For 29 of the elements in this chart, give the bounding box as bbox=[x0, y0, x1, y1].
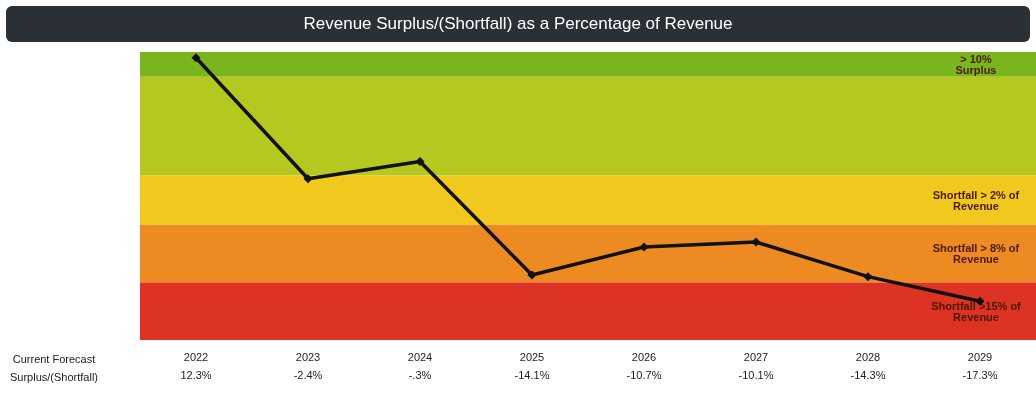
x-tick-label: 2028 bbox=[855, 351, 881, 363]
band-label: Shortfall > 8% of Revenue bbox=[932, 242, 1020, 266]
chart-title: Revenue Surplus/(Shortfall) as a Percentage of Revenue bbox=[6, 6, 1030, 42]
point bbox=[639, 242, 649, 252]
x-tick-label: 2025 bbox=[519, 351, 545, 363]
data-label: -.3% bbox=[408, 369, 432, 381]
band-label: > 10% Surplus bbox=[955, 52, 997, 76]
data-label: -14.3% bbox=[850, 369, 886, 381]
x-tick-label: 2022 bbox=[183, 351, 209, 363]
point bbox=[415, 156, 425, 166]
data-label: -14.1% bbox=[514, 369, 550, 381]
point bbox=[863, 272, 873, 282]
x-tick-label: 2023 bbox=[295, 351, 321, 363]
x-tick-label: 2024 bbox=[407, 351, 433, 363]
band-label: Shortfall > 2% of Revenue bbox=[932, 188, 1020, 212]
data-label: -10.7% bbox=[626, 369, 662, 381]
data-label: -17.3% bbox=[962, 369, 998, 381]
x-axis-title: Current Forecast Surplus/(Shortfall) bbox=[9, 353, 99, 383]
x-tick-label: 2029 bbox=[967, 351, 993, 363]
point bbox=[191, 53, 201, 63]
point bbox=[751, 237, 761, 247]
point bbox=[303, 174, 313, 184]
data-label: 12.3% bbox=[180, 369, 212, 381]
band-label: Shortfall >15% of Revenue bbox=[931, 299, 1022, 323]
data-label: -2.4% bbox=[293, 369, 323, 381]
x-tick-label: 2026 bbox=[631, 351, 657, 363]
x-tick-label: 2027 bbox=[743, 351, 769, 363]
point bbox=[527, 270, 537, 280]
data-label: -10.1% bbox=[738, 369, 774, 381]
